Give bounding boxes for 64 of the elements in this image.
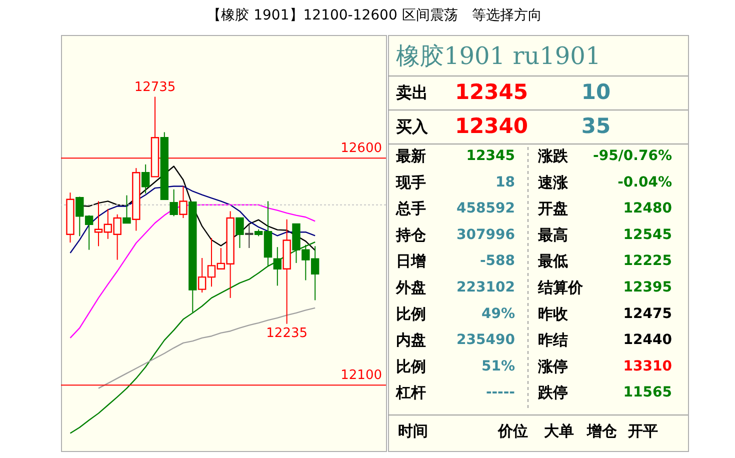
text: 12440 — [623, 332, 672, 348]
text: 卖出 — [396, 83, 428, 102]
text: 223102 — [456, 280, 515, 296]
text: 总手 — [395, 200, 426, 218]
text: 跌停 — [537, 384, 568, 402]
text: 12340 — [454, 114, 528, 138]
text: -95/0.76% — [593, 148, 672, 164]
text: 51% — [481, 358, 515, 374]
text: 日增 — [396, 252, 426, 270]
text: 35 — [581, 114, 611, 138]
text: 458592 — [456, 200, 515, 217]
candlestick — [245, 224, 254, 248]
annotation: 12735 — [134, 80, 176, 95]
text: 13310 — [623, 358, 672, 374]
text: 增仓 — [586, 422, 618, 440]
text: 外盘 — [395, 278, 426, 296]
text: 18 — [496, 174, 515, 190]
text: 12345 — [466, 148, 515, 164]
text: 昨收 — [538, 304, 569, 323]
text: 10 — [581, 80, 611, 104]
text: 比例 — [396, 304, 426, 323]
text: 时间 — [398, 422, 428, 440]
text: 12345 — [454, 80, 528, 104]
text: -588 — [480, 253, 515, 270]
text: 12225 — [623, 253, 672, 270]
text: 橡胶1901 ru1901 — [396, 42, 601, 70]
candlestick — [170, 188, 178, 217]
text: 最高 — [537, 226, 568, 244]
text: 12475 — [623, 306, 672, 322]
text: 307996 — [456, 226, 515, 243]
text: 12480 — [623, 200, 672, 217]
candlestick — [141, 164, 150, 194]
text: 235490 — [456, 332, 516, 348]
candlestick — [122, 194, 131, 224]
text: 昨结 — [538, 331, 568, 350]
text: 【橡胶 1901】12100-12600 区间震荡 等选择方向 — [207, 8, 542, 24]
text: 现手 — [395, 173, 426, 192]
text: 结算价 — [537, 278, 584, 296]
text: 49% — [481, 306, 515, 322]
text: 涨停 — [537, 357, 568, 376]
text: 开平 — [627, 422, 658, 440]
annotation: 12235 — [266, 326, 308, 341]
text: 持仓 — [395, 226, 427, 244]
text: 价位 — [497, 422, 528, 440]
candlestick — [236, 217, 244, 248]
text: 12395 — [623, 280, 672, 296]
text: ----- — [486, 384, 516, 401]
text: 买入 — [396, 117, 429, 136]
text: 11565 — [623, 384, 672, 401]
text: 开盘 — [537, 200, 568, 218]
text: 杠杆 — [395, 384, 426, 402]
text: 内盘 — [396, 331, 426, 350]
text: 最新 — [395, 147, 426, 165]
ref-line-label: 12100 — [340, 368, 382, 384]
text: 涨跌 — [537, 147, 569, 165]
candlestick — [273, 246, 282, 286]
text: 比例 — [396, 357, 426, 376]
candlestick — [179, 186, 188, 219]
ref-line-label: 12600 — [340, 141, 382, 156]
text: 速涨 — [538, 173, 569, 192]
text: 最低 — [537, 252, 568, 270]
text: 12545 — [623, 226, 672, 243]
text: -0.04% — [618, 174, 672, 190]
text: 大单 — [544, 422, 574, 440]
